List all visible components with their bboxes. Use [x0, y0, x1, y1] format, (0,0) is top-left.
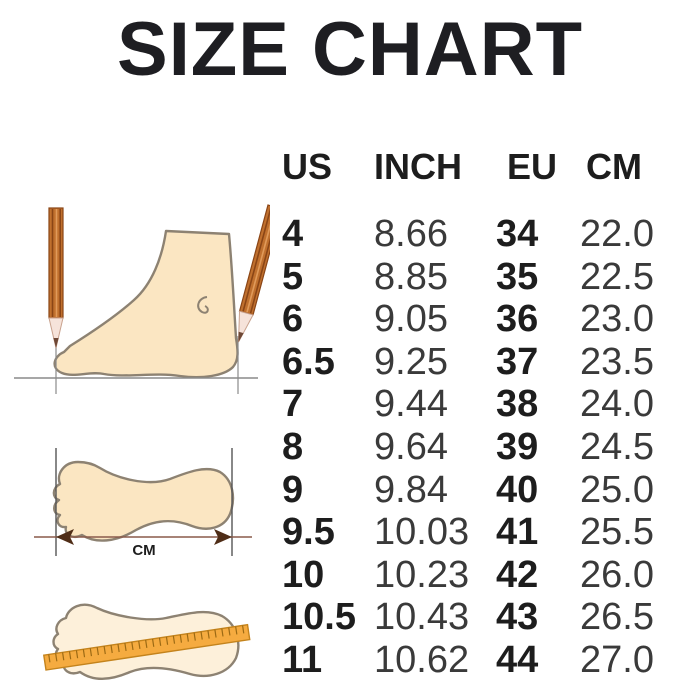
measure-arrow-left-head — [56, 529, 74, 545]
cell-cm: 27.0 — [580, 638, 654, 681]
cell-cm: 23.5 — [580, 340, 654, 383]
ruler-icon — [42, 623, 251, 671]
cell-inch: 9.44 — [374, 383, 448, 426]
cell-us: 10 — [282, 553, 325, 596]
pencil-icon — [48, 207, 64, 349]
cell-inch: 9.25 — [374, 340, 448, 383]
foot-side-outline — [53, 229, 239, 379]
foot-side-measure-illustration — [14, 204, 270, 394]
column-header-inch: INCH — [374, 146, 462, 187]
cell-us: 6 — [282, 298, 304, 341]
cell-eu: 39 — [496, 425, 539, 468]
cell-inch: 10.43 — [374, 596, 470, 639]
cell-cm: 25.0 — [580, 468, 654, 511]
footprint-ruler-illustration — [42, 603, 251, 680]
table-row: 10 10.23 42 26.0 — [282, 554, 694, 597]
ruler-ticks — [48, 625, 245, 663]
cell-cm: 26.0 — [580, 553, 654, 596]
cell-us: 6.5 — [282, 340, 335, 383]
cell-us: 5 — [282, 255, 304, 298]
cell-inch: 9.05 — [374, 298, 448, 341]
table-header-row: US INCH EU CM — [282, 146, 694, 188]
cell-cm: 22.5 — [580, 255, 654, 298]
table-row: 9.5 10.03 41 25.5 — [282, 511, 694, 554]
table-row: 5 8.85 35 22.5 — [282, 256, 694, 299]
table-row: 6.5 9.25 37 23.5 — [282, 341, 694, 384]
table-row: 7 9.44 38 24.0 — [282, 383, 694, 426]
table-row: 11 10.62 44 27.0 — [282, 639, 694, 682]
cell-us: 10.5 — [282, 596, 356, 639]
cell-eu: 34 — [496, 213, 539, 255]
cell-eu: 38 — [496, 383, 539, 426]
cell-us: 9.5 — [282, 511, 335, 554]
table-row: 10.5 10.43 43 26.5 — [282, 596, 694, 639]
cell-inch: 10.03 — [374, 511, 470, 554]
cell-cm: 24.5 — [580, 425, 654, 468]
column-header-cm: CM — [586, 146, 642, 187]
cell-inch: 9.84 — [374, 468, 448, 511]
cell-eu: 43 — [496, 596, 539, 639]
measure-arrow-right-head — [214, 529, 232, 545]
cell-cm: 23.0 — [580, 298, 654, 341]
cell-eu: 36 — [496, 298, 539, 341]
table-row: 4 8.66 34 22.0 — [282, 213, 694, 256]
footprint-outline — [52, 460, 235, 542]
cell-inch: 10.62 — [374, 638, 470, 681]
table-body: 4 8.66 34 22.0 5 8.85 35 22.5 6 9.05 36 23.0 6.5 9.25… — [282, 213, 694, 682]
cell-inch: 9.64 — [374, 425, 448, 468]
cell-us: 11 — [282, 638, 323, 681]
ankle-mark — [197, 296, 209, 314]
column-header-eu: EU — [507, 146, 558, 187]
cell-us: 4 — [282, 213, 304, 255]
cell-inch: 8.85 — [374, 255, 448, 298]
cell-us: 7 — [282, 383, 304, 426]
cell-inch: 8.66 — [374, 213, 448, 255]
cell-eu: 35 — [496, 255, 539, 298]
cell-cm: 26.5 — [580, 596, 654, 639]
pencil-icon — [230, 204, 270, 345]
cell-cm: 24.0 — [580, 383, 654, 426]
footprint-length-illustration: CM — [34, 448, 252, 559]
cell-us: 8 — [282, 425, 304, 468]
table-row: 9 9.84 40 25.0 — [282, 469, 694, 512]
size-table: US INCH EU CM 4 8.66 34 22.0 5 8.85 35 22.5 6 9.0… — [282, 146, 694, 682]
cell-eu: 41 — [496, 511, 539, 554]
cell-cm: 22.0 — [580, 213, 654, 255]
cell-cm: 25.5 — [580, 511, 654, 554]
cell-eu: 44 — [496, 638, 539, 681]
cell-eu: 37 — [496, 340, 539, 383]
cm-arrow-label: CM — [132, 542, 155, 559]
table-row: 8 9.64 39 24.5 — [282, 426, 694, 469]
column-header-us: US — [282, 146, 333, 187]
page-title: SIZE CHART — [117, 7, 583, 92]
cell-eu: 42 — [496, 553, 539, 596]
cell-eu: 40 — [496, 468, 539, 511]
cell-us: 9 — [282, 468, 304, 511]
cell-inch: 10.23 — [374, 553, 470, 596]
table-row: 6 9.05 36 23.0 — [282, 298, 694, 341]
